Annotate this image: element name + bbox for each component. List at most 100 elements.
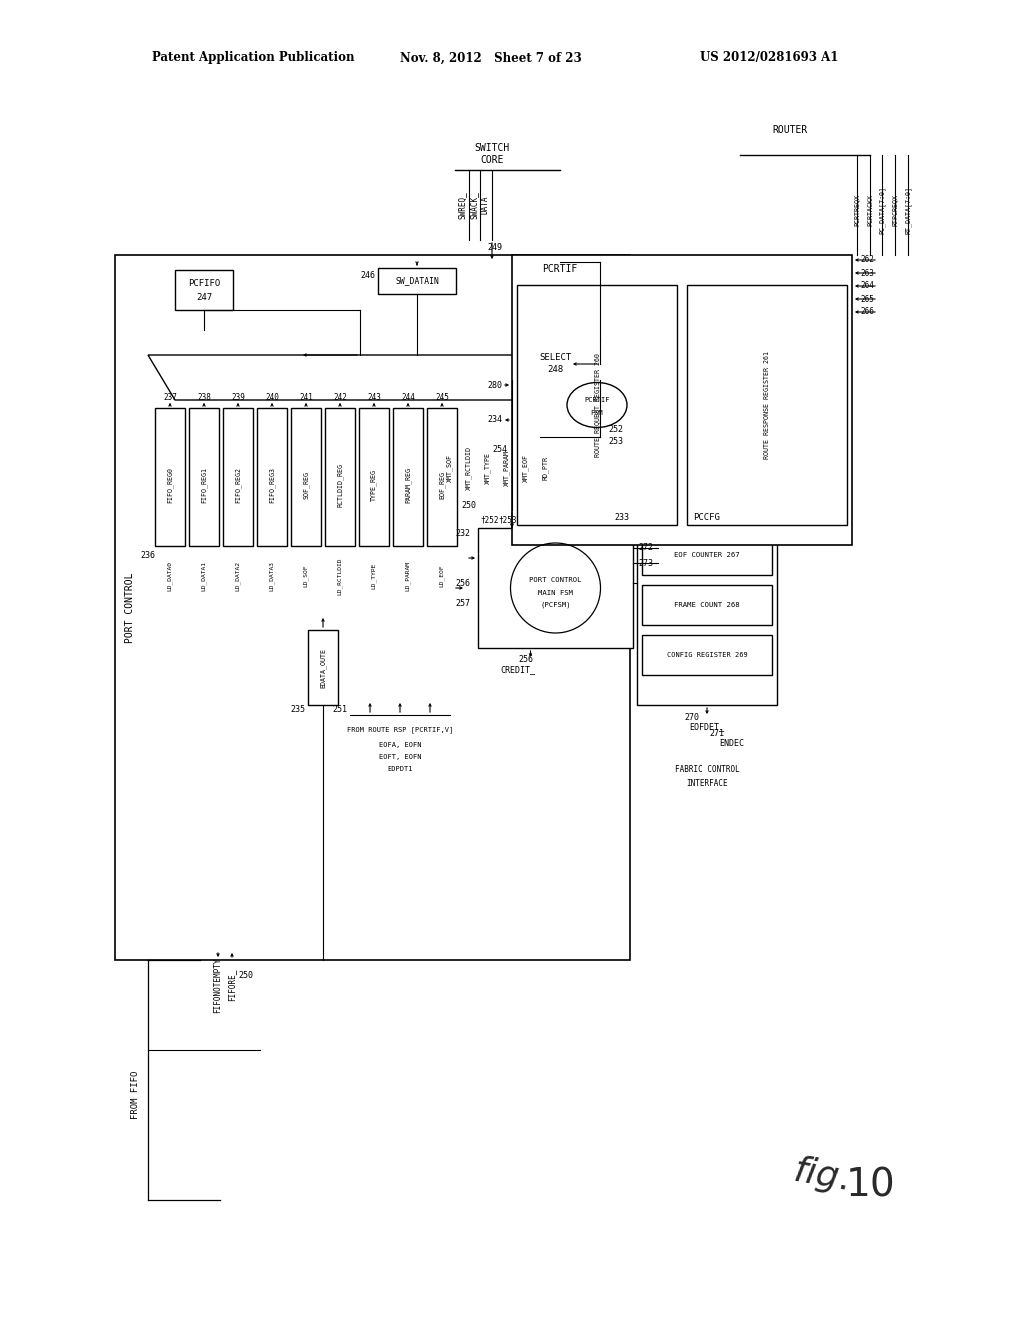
Bar: [512, 255, 852, 545]
Text: LD_EOF: LD_EOF: [439, 565, 444, 587]
Text: 256: 256: [455, 578, 470, 587]
Text: XMT_TYPE: XMT_TYPE: [484, 451, 492, 484]
Text: 245: 245: [435, 393, 449, 403]
Text: PCCFG: PCCFG: [693, 512, 721, 521]
Text: PCRTIF: PCRTIF: [585, 397, 609, 403]
Text: SW_DATAIN: SW_DATAIN: [395, 276, 439, 285]
Text: PORT CONTROL: PORT CONTROL: [529, 577, 582, 583]
Text: EDATA_OUTE: EDATA_OUTE: [319, 648, 327, 688]
Text: 254: 254: [493, 446, 508, 454]
Bar: [637, 506, 777, 705]
Text: †252: †252: [480, 516, 499, 524]
Text: TYPE_REG: TYPE_REG: [371, 469, 377, 502]
Bar: [257, 408, 287, 546]
Text: 264: 264: [860, 281, 873, 290]
Text: 240: 240: [265, 393, 279, 403]
Text: LD_PARAM: LD_PARAM: [406, 561, 411, 591]
Bar: [378, 268, 456, 294]
Text: PCFIFO: PCFIFO: [187, 279, 220, 288]
Text: FSM: FSM: [591, 411, 603, 416]
Text: 234: 234: [487, 416, 502, 425]
Text: 246: 246: [360, 271, 376, 280]
Text: $\mathit{10}$: $\mathit{10}$: [845, 1167, 894, 1204]
Text: SELECT: SELECT: [539, 354, 571, 363]
Text: US 2012/0281693 A1: US 2012/0281693 A1: [700, 51, 839, 65]
Text: EOFT, EOFN: EOFT, EOFN: [379, 754, 421, 760]
Text: 271: 271: [710, 729, 725, 738]
Text: FRAME COUNT 268: FRAME COUNT 268: [674, 602, 739, 609]
Text: †253: †253: [498, 516, 516, 524]
Text: XMT_PARAM: XMT_PARAM: [504, 450, 510, 486]
Text: FIFO_REG1: FIFO_REG1: [201, 467, 207, 503]
Text: FIFO_REG0: FIFO_REG0: [167, 467, 173, 503]
Text: 235: 235: [291, 705, 305, 714]
Text: FIFO_REG3: FIFO_REG3: [268, 467, 275, 503]
Text: 238: 238: [197, 393, 211, 403]
Text: 237: 237: [163, 393, 177, 403]
Text: PORT CONTROL: PORT CONTROL: [125, 573, 135, 643]
Text: 251: 251: [333, 705, 347, 714]
Text: XMT_SOF: XMT_SOF: [446, 454, 454, 482]
Text: 248: 248: [547, 366, 563, 375]
Text: Nov. 8, 2012   Sheet 7 of 23: Nov. 8, 2012 Sheet 7 of 23: [400, 51, 582, 65]
Text: LD_RCTLDID: LD_RCTLDID: [337, 557, 343, 595]
Text: LD_SOF: LD_SOF: [303, 565, 309, 587]
Text: DATA: DATA: [480, 195, 489, 214]
Bar: [427, 408, 457, 546]
Text: FROM ROUTE RSP [PCRTIF,V]: FROM ROUTE RSP [PCRTIF,V]: [347, 726, 454, 734]
Text: Patent Application Publication: Patent Application Publication: [152, 51, 354, 65]
Text: FIFO_REG2: FIFO_REG2: [234, 467, 242, 503]
Text: MAIN FSM: MAIN FSM: [538, 590, 573, 597]
Text: CORE: CORE: [480, 154, 504, 165]
Text: $\mathit{fig.}$: $\mathit{fig.}$: [790, 1151, 851, 1199]
Text: 266: 266: [860, 308, 873, 317]
Text: LD_DATA2: LD_DATA2: [236, 561, 241, 591]
Text: 273: 273: [638, 558, 653, 568]
Bar: [175, 271, 233, 310]
Text: 270: 270: [684, 713, 699, 722]
Text: ENDEC: ENDEC: [720, 738, 744, 747]
Text: ROUTE RESPONSE REGISTER 261: ROUTE RESPONSE REGISTER 261: [764, 351, 770, 459]
Bar: [291, 408, 321, 546]
Text: 256: 256: [518, 656, 534, 664]
Bar: [308, 630, 338, 705]
Bar: [687, 285, 847, 525]
Text: 280: 280: [487, 380, 502, 389]
Text: SWREQ_: SWREQ_: [458, 191, 467, 219]
Text: XMT_EOF: XMT_EOF: [522, 454, 529, 482]
Text: 262: 262: [860, 256, 873, 264]
Polygon shape: [148, 355, 565, 400]
Bar: [393, 408, 423, 546]
Text: LD_DATA1: LD_DATA1: [201, 561, 207, 591]
Text: 242: 242: [333, 393, 347, 403]
Text: 252: 252: [608, 425, 623, 434]
Bar: [223, 408, 253, 546]
Text: FROM FIFO: FROM FIFO: [130, 1071, 139, 1119]
Text: CONFIG REGISTER 269: CONFIG REGISTER 269: [667, 652, 748, 657]
Text: SWACK_: SWACK_: [469, 191, 478, 219]
Text: LD_DATA0: LD_DATA0: [167, 561, 173, 591]
Text: 232: 232: [455, 528, 470, 537]
Bar: [189, 408, 219, 546]
Text: SWITCH: SWITCH: [474, 143, 510, 153]
Text: 236: 236: [140, 552, 156, 561]
Bar: [642, 535, 772, 576]
Text: SOF_REG: SOF_REG: [303, 471, 309, 499]
Text: 263: 263: [860, 268, 873, 277]
Text: LD_TYPE: LD_TYPE: [371, 562, 377, 589]
Bar: [478, 528, 633, 648]
Text: 243: 243: [367, 393, 381, 403]
Text: 250: 250: [239, 970, 254, 979]
Text: EOF COUNTER 267: EOF COUNTER 267: [674, 552, 739, 558]
Bar: [155, 408, 185, 546]
Bar: [359, 408, 389, 546]
Bar: [115, 255, 630, 960]
Text: 250: 250: [461, 502, 476, 511]
Text: RCTLDID_REG: RCTLDID_REG: [337, 463, 343, 507]
Text: (PCFSM): (PCFSM): [541, 602, 570, 609]
Text: ROUTER: ROUTER: [772, 125, 808, 135]
Text: RT_DATA[7:0]: RT_DATA[7:0]: [904, 186, 911, 234]
Text: EOFA, EOFN: EOFA, EOFN: [379, 742, 421, 748]
Text: EOF_REG: EOF_REG: [438, 471, 445, 499]
Text: 265: 265: [860, 294, 873, 304]
